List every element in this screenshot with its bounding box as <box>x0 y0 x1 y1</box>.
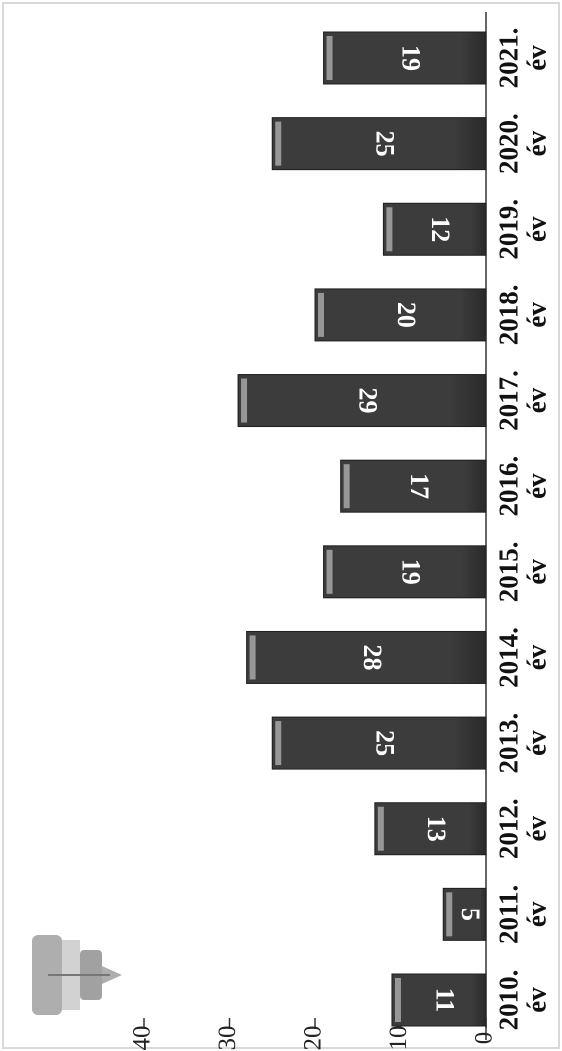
value-tick-label: 30 <box>214 1026 241 1051</box>
category-label: 2012.év <box>493 798 551 859</box>
category-label: 2017.év <box>493 370 551 431</box>
bar-value-label: 25 <box>371 131 400 157</box>
category-year: 2015. <box>493 541 523 602</box>
bar-value-label: 25 <box>371 730 400 756</box>
category-year: 2019. <box>493 199 523 260</box>
bar-highlight <box>318 292 324 337</box>
value-tick-label: 40 <box>129 1026 156 1051</box>
category-label: 2014.év <box>493 627 551 688</box>
category-year: 2018. <box>493 285 523 346</box>
category-unit: év <box>522 559 552 585</box>
emblem-logo <box>32 935 122 1015</box>
bar <box>323 545 487 599</box>
category-label: 2010.év <box>493 970 551 1031</box>
value-tick-label: 0 <box>471 1032 498 1045</box>
category-year: 2020. <box>493 113 523 174</box>
bar-value-label: 19 <box>396 45 425 71</box>
bar-highlight <box>326 549 333 594</box>
bar <box>382 202 487 256</box>
category-label: 2013.év <box>493 713 551 774</box>
bar-highlight <box>326 36 333 80</box>
category-unit: év <box>522 815 552 841</box>
bar-value-label: 12 <box>426 216 455 242</box>
bar <box>340 459 487 513</box>
category-year: 2017. <box>493 370 523 431</box>
bar-highlight <box>394 978 401 1022</box>
category-label: 2016.év <box>493 456 551 517</box>
category-unit: év <box>522 45 552 71</box>
bar-value-label: 5 <box>456 908 485 921</box>
category-unit: év <box>522 901 552 927</box>
bar-highlight <box>343 464 350 509</box>
bar-highlight <box>275 721 282 766</box>
bar-value-label: 19 <box>396 559 425 585</box>
bar <box>374 802 487 856</box>
category-year: 2013. <box>493 713 523 774</box>
category-unit: év <box>522 387 552 413</box>
category-unit: év <box>522 644 552 670</box>
category-year: 2021. <box>493 28 523 89</box>
bar-highlight <box>275 121 282 166</box>
bar-highlight <box>446 892 453 937</box>
category-year: 2014. <box>493 627 523 688</box>
category-unit: év <box>522 987 552 1013</box>
category-label: 2011.év <box>493 885 551 944</box>
bar <box>271 716 487 770</box>
bar-value-label: 28 <box>358 644 387 670</box>
bar <box>237 374 487 428</box>
bar <box>314 288 487 342</box>
category-unit: év <box>522 130 552 156</box>
bar-value-label: 13 <box>422 816 451 842</box>
category-year: 2012. <box>493 798 523 859</box>
bar-highlight <box>377 806 384 851</box>
value-tick-label: 20 <box>300 1026 327 1051</box>
value-tick-label: 10 <box>385 1026 412 1051</box>
category-unit: év <box>522 302 552 328</box>
bar <box>391 973 487 1027</box>
bar-value-label: 17 <box>405 473 434 499</box>
category-year: 2016. <box>493 456 523 517</box>
category-year: 2010. <box>493 970 523 1031</box>
category-label: 2021.év <box>493 28 551 89</box>
category-label: 2018.év <box>493 285 551 346</box>
category-label: 2019.év <box>493 199 551 260</box>
category-unit: év <box>522 473 552 499</box>
bar-value-label: 29 <box>354 388 383 414</box>
category-year: 2011. <box>493 885 523 944</box>
bar-highlight <box>386 207 393 252</box>
bar-highlight <box>249 635 256 680</box>
bar-value-label: 20 <box>392 302 421 328</box>
category-label: 2020.év <box>493 113 551 174</box>
bar <box>271 117 487 171</box>
bar <box>323 31 487 85</box>
category-unit: év <box>522 730 552 756</box>
bar-highlight <box>241 378 248 423</box>
bar <box>246 630 487 684</box>
bar-value-label: 11 <box>430 988 459 1013</box>
category-unit: év <box>522 216 552 242</box>
category-label: 2015.év <box>493 541 551 602</box>
